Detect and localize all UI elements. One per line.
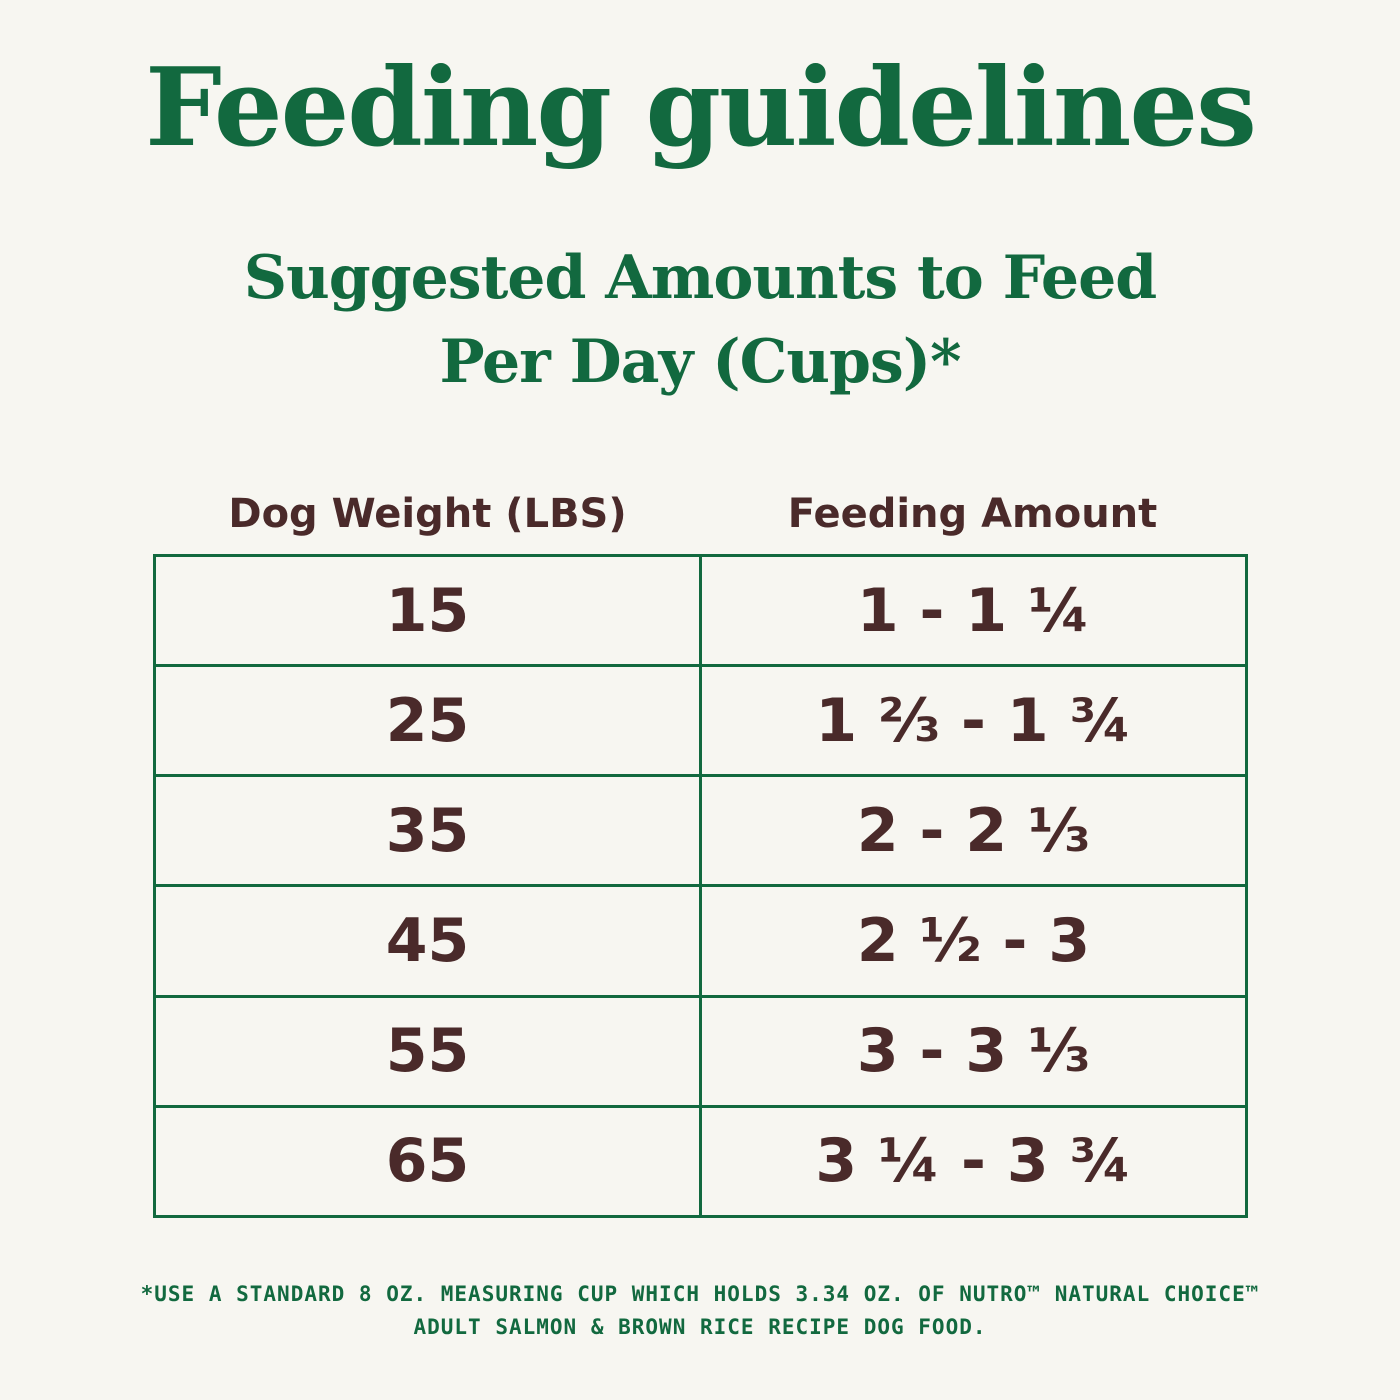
footnote-line-2: ADULT SALMON & BROWN RICE RECIPE DOG FOO… — [413, 1315, 987, 1339]
subtitle-line-1: Suggested Amounts to Feed — [243, 243, 1157, 313]
page-title: Feeding guidelines — [145, 45, 1257, 171]
subtitle: Suggested Amounts to Feed Per Day (Cups)… — [0, 236, 1400, 404]
weight-cell: 15 — [153, 553, 702, 668]
amount-cell: 3 - 3 ⅓ — [699, 994, 1248, 1108]
weight-cell: 35 — [153, 774, 702, 888]
weight-cell: 45 — [153, 884, 702, 998]
amount-cell: 2 ½ - 3 — [699, 884, 1248, 998]
footnote-line-1: *USE A STANDARD 8 OZ. MEASURING CUP WHIC… — [140, 1282, 1260, 1306]
table-row: 35 2 - 2 ⅓ — [153, 774, 1248, 888]
column-header-feeding-amount: Feeding Amount — [787, 491, 1158, 537]
footnote: *USE A STANDARD 8 OZ. MEASURING CUP WHIC… — [0, 1278, 1400, 1344]
amount-cell: 2 - 2 ⅓ — [699, 774, 1248, 888]
column-header-dog-weight: Dog Weight (LBS) — [228, 491, 627, 537]
table-row: 25 1 ⅔ - 1 ¾ — [153, 664, 1248, 778]
feeding-table: 15 1 - 1 ¼ 25 1 ⅔ - 1 ¾ 35 2 - 2 ⅓ 45 2 … — [153, 553, 1248, 1219]
table-row: 45 2 ½ - 3 — [153, 884, 1248, 998]
table-row: 15 1 - 1 ¼ — [153, 553, 1248, 668]
amount-cell: 1 ⅔ - 1 ¾ — [699, 664, 1248, 778]
weight-cell: 25 — [153, 664, 702, 778]
amount-cell: 3 ¼ - 3 ¾ — [699, 1104, 1248, 1219]
table-row: 55 3 - 3 ⅓ — [153, 994, 1248, 1108]
subtitle-line-2: Per Day (Cups)* — [439, 327, 961, 397]
weight-cell: 65 — [153, 1104, 702, 1219]
weight-cell: 55 — [153, 994, 702, 1108]
amount-cell: 1 - 1 ¼ — [699, 553, 1248, 668]
table-row: 65 3 ¼ - 3 ¾ — [153, 1104, 1248, 1219]
